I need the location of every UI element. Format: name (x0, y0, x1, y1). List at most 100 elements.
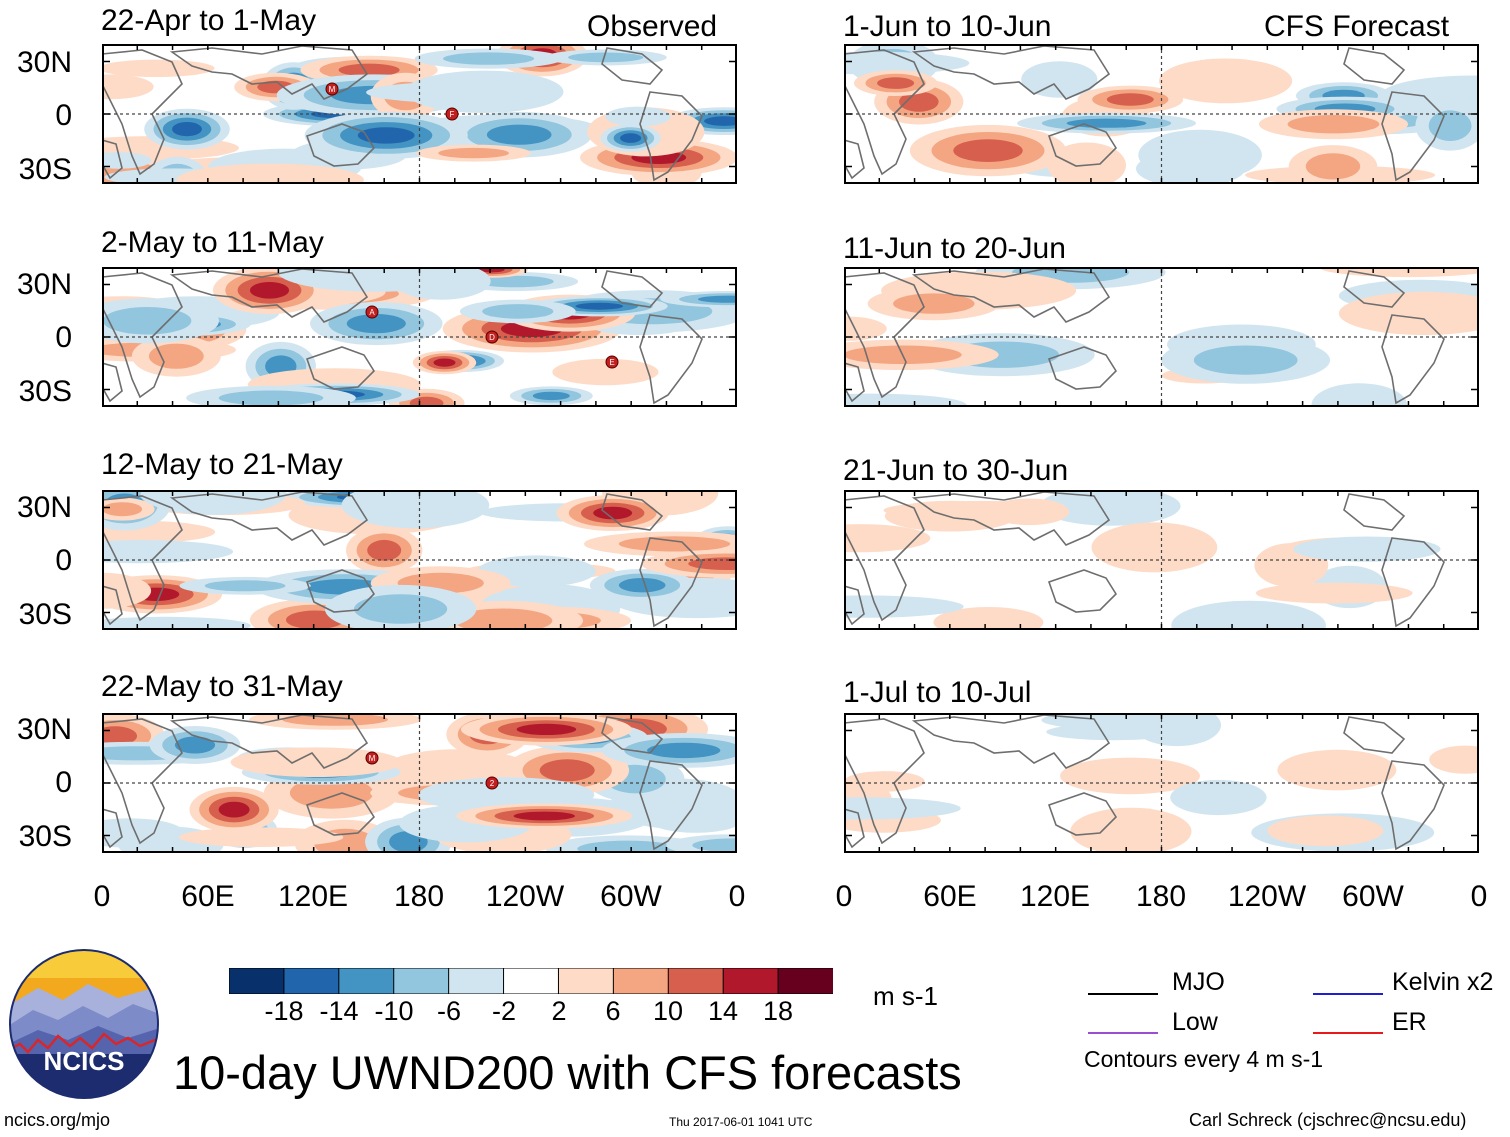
panel-date-obs1: 22-Apr to 1-May (101, 4, 317, 37)
anomaly-blob (593, 506, 633, 520)
anomaly-blob (1277, 749, 1397, 791)
anomaly-blob (516, 723, 577, 735)
anomaly-blob (877, 77, 915, 89)
map-panel-fc3 (844, 490, 1479, 630)
storm-marker: M (365, 751, 379, 765)
anomaly-blob (1429, 745, 1479, 774)
anomaly-blob (174, 736, 216, 754)
anomaly-blob (148, 343, 204, 369)
panel-label-cfs-forecast: CFS Forecast (1264, 10, 1450, 43)
colorbar-swatch (283, 967, 340, 995)
anomaly-blob (102, 59, 215, 77)
coastline (102, 495, 183, 622)
anomaly-blob (1267, 815, 1384, 847)
colorbar-swatch (557, 967, 615, 995)
coastline (601, 47, 664, 85)
svg-text:E: E (609, 358, 614, 367)
colorbar-tick: -6 (436, 996, 462, 1026)
contours-note: Contours every 4 m s-1 (1084, 1046, 1324, 1072)
anomaly-blob (366, 82, 536, 103)
svg-text:A: A (369, 308, 375, 317)
lon-label: 60E (923, 880, 977, 913)
anomaly-blob (844, 316, 887, 341)
lat-label: 30N (16, 491, 72, 524)
coastline (844, 272, 925, 399)
anomaly-blob (102, 572, 152, 609)
legend-label-low: Low (1172, 1008, 1218, 1036)
lat-label: 30S (18, 375, 72, 408)
anomaly-blob (433, 358, 456, 367)
colorbar-tick: -2 (491, 996, 517, 1026)
map-canvas: A D E (102, 267, 737, 407)
anomaly-blob (204, 580, 286, 592)
coastline (1343, 493, 1406, 531)
anomaly-blob (443, 52, 535, 65)
lat-label: 30N (16, 713, 72, 746)
colorbar-swatch (228, 967, 285, 995)
anomaly-blob (102, 540, 234, 564)
colorbar-tick: 18 (762, 996, 794, 1026)
panel-date-fc3: 21-Jun to 30-Jun (843, 454, 1069, 487)
anomaly-blob (230, 747, 402, 777)
coastline (102, 362, 123, 403)
lon-label: 60W (1342, 880, 1404, 913)
anomaly-blob (1060, 757, 1200, 795)
anomaly-blob (650, 809, 737, 833)
panel-label-observed: Observed (587, 10, 718, 43)
anomaly-blob (140, 490, 287, 515)
coastline (102, 585, 123, 626)
map-canvas (102, 490, 737, 630)
map-canvas (844, 44, 1479, 184)
coastline (1343, 270, 1406, 308)
svg-text:M: M (369, 754, 376, 763)
colorbar-swatch (338, 967, 395, 995)
lon-label: 0 (1470, 880, 1488, 913)
legend-line-low (1088, 1021, 1158, 1034)
anomaly-blob (367, 539, 402, 561)
svg-text:F: F (450, 110, 455, 119)
anomaly-blob (482, 304, 554, 319)
colorbar-tick: 6 (605, 996, 621, 1026)
anomaly-blob (341, 490, 490, 529)
lat-label: 30S (18, 598, 72, 631)
anomaly-blob (1338, 291, 1479, 335)
panel-date-fc4: 1-Jul to 10-Jul (843, 676, 1032, 709)
anomaly-blob (1311, 383, 1408, 407)
storm-marker: 2 (485, 776, 499, 790)
legend-label-kelvin: Kelvin x2 (1392, 968, 1494, 996)
panel-date-obs4: 22-May to 31-May (101, 670, 343, 703)
coastline (639, 314, 703, 405)
logo-text: NCICS (44, 1046, 125, 1076)
lon-label: 180 (393, 880, 445, 913)
colorbar-tick: 10 (652, 996, 684, 1026)
anomaly-blob (392, 267, 491, 300)
anomaly-blob (692, 838, 737, 853)
lon-label: 120W (485, 880, 565, 913)
coastline (1343, 47, 1406, 85)
anomaly-blob (1171, 600, 1326, 630)
coastline (1381, 91, 1445, 182)
lon-label: 0 (835, 880, 853, 913)
colorbar-tick: -14 (319, 996, 359, 1026)
anomaly-blob (844, 51, 970, 75)
coastline (844, 808, 865, 849)
legend-line-mjo (1088, 982, 1158, 995)
coastline (1047, 346, 1118, 390)
anomaly-blob (475, 275, 554, 288)
map-canvas (844, 713, 1479, 853)
lat-label: 30S (18, 820, 72, 853)
svg-text:M: M (329, 85, 336, 94)
anomaly-blob (438, 147, 509, 159)
lon-label: 0 (728, 880, 746, 913)
anomaly-blob (1319, 267, 1479, 278)
anomaly-blob (1193, 345, 1298, 375)
coastline (169, 714, 369, 769)
lon-label: 120E (277, 880, 349, 913)
footer-url[interactable]: ncics.org/mjo (4, 1110, 111, 1130)
lat-label: 0 (55, 766, 72, 799)
anomaly-blob (102, 307, 192, 335)
lon-label: 0 (93, 880, 111, 913)
coastline (169, 268, 369, 323)
footer-credit: Carl Schreck (cjschrec@ncsu.edu) (1189, 1110, 1467, 1130)
svg-text:2: 2 (490, 779, 495, 788)
